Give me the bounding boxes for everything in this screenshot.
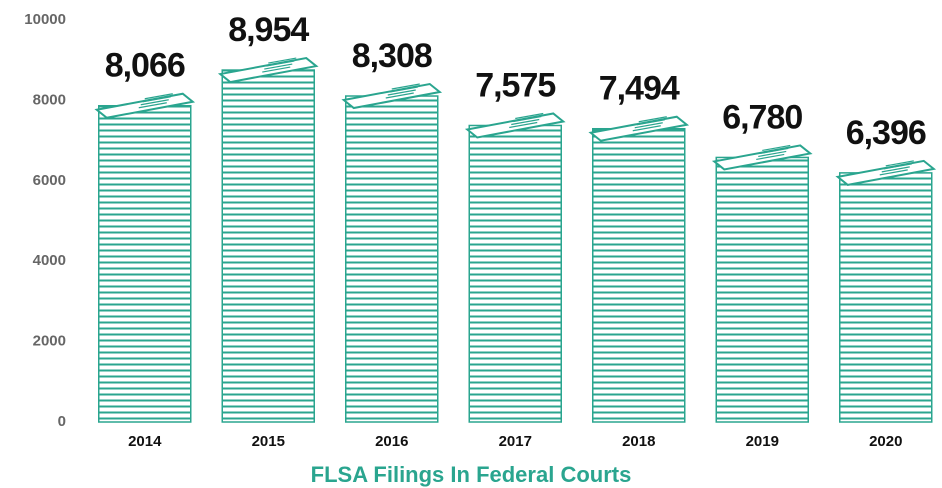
bar (839, 172, 933, 423)
paper-line (264, 63, 293, 70)
paper-top (217, 56, 319, 84)
paper-line (389, 86, 418, 93)
paper-line (509, 121, 538, 129)
value-label: 6,780 (722, 98, 802, 136)
bar (221, 69, 315, 423)
x-tick-label: 2014 (128, 433, 162, 450)
bar (592, 127, 686, 423)
y-tick-label: 4000 (33, 252, 66, 269)
value-label: 8,308 (352, 37, 432, 75)
paper-line (391, 83, 420, 90)
x-tick-label: 2015 (252, 433, 285, 450)
paper-line (638, 116, 667, 123)
chart-title: FLSA Filings In Federal Courts (311, 462, 632, 487)
value-label: 8,066 (105, 47, 185, 85)
value-label: 7,494 (599, 70, 680, 108)
bar (98, 104, 192, 423)
paper-line (138, 102, 167, 109)
paper-line (881, 166, 910, 173)
y-tick-label: 8000 (33, 91, 66, 108)
y-tick-label: 2000 (33, 333, 66, 350)
x-tick-label: 2020 (869, 433, 902, 450)
paper-line (513, 115, 542, 123)
paper-line (262, 66, 291, 73)
paper-line (762, 144, 791, 152)
paper-line (515, 112, 544, 120)
paper-line (634, 122, 663, 129)
paper-line (758, 150, 787, 158)
bar (468, 124, 562, 423)
paper-line (387, 89, 416, 96)
paper-line (883, 163, 912, 170)
paper-line (636, 119, 665, 126)
y-tick-label: 10000 (24, 11, 66, 28)
x-tick-label: 2016 (375, 433, 408, 450)
paper-line (511, 118, 540, 126)
paper-line (142, 96, 171, 103)
value-label: 6,396 (846, 114, 926, 152)
paper-line (756, 153, 785, 161)
paper-line (140, 99, 169, 106)
paper-line (760, 147, 789, 155)
paper-line (266, 60, 295, 67)
paper-line (879, 169, 908, 176)
bar (715, 156, 809, 423)
paper-line (268, 57, 297, 64)
value-label: 8,954 (228, 11, 309, 49)
x-tick-label: 2018 (622, 433, 655, 450)
bar (345, 95, 439, 423)
paper-line (632, 125, 661, 132)
value-label: 7,575 (475, 66, 555, 104)
paper-line (144, 93, 173, 100)
y-tick-label: 0 (58, 413, 66, 430)
y-tick-label: 6000 (33, 172, 66, 189)
x-tick-label: 2017 (499, 433, 532, 450)
x-tick-label: 2019 (746, 433, 779, 450)
paper-line (885, 160, 914, 167)
paper-line (385, 92, 414, 99)
